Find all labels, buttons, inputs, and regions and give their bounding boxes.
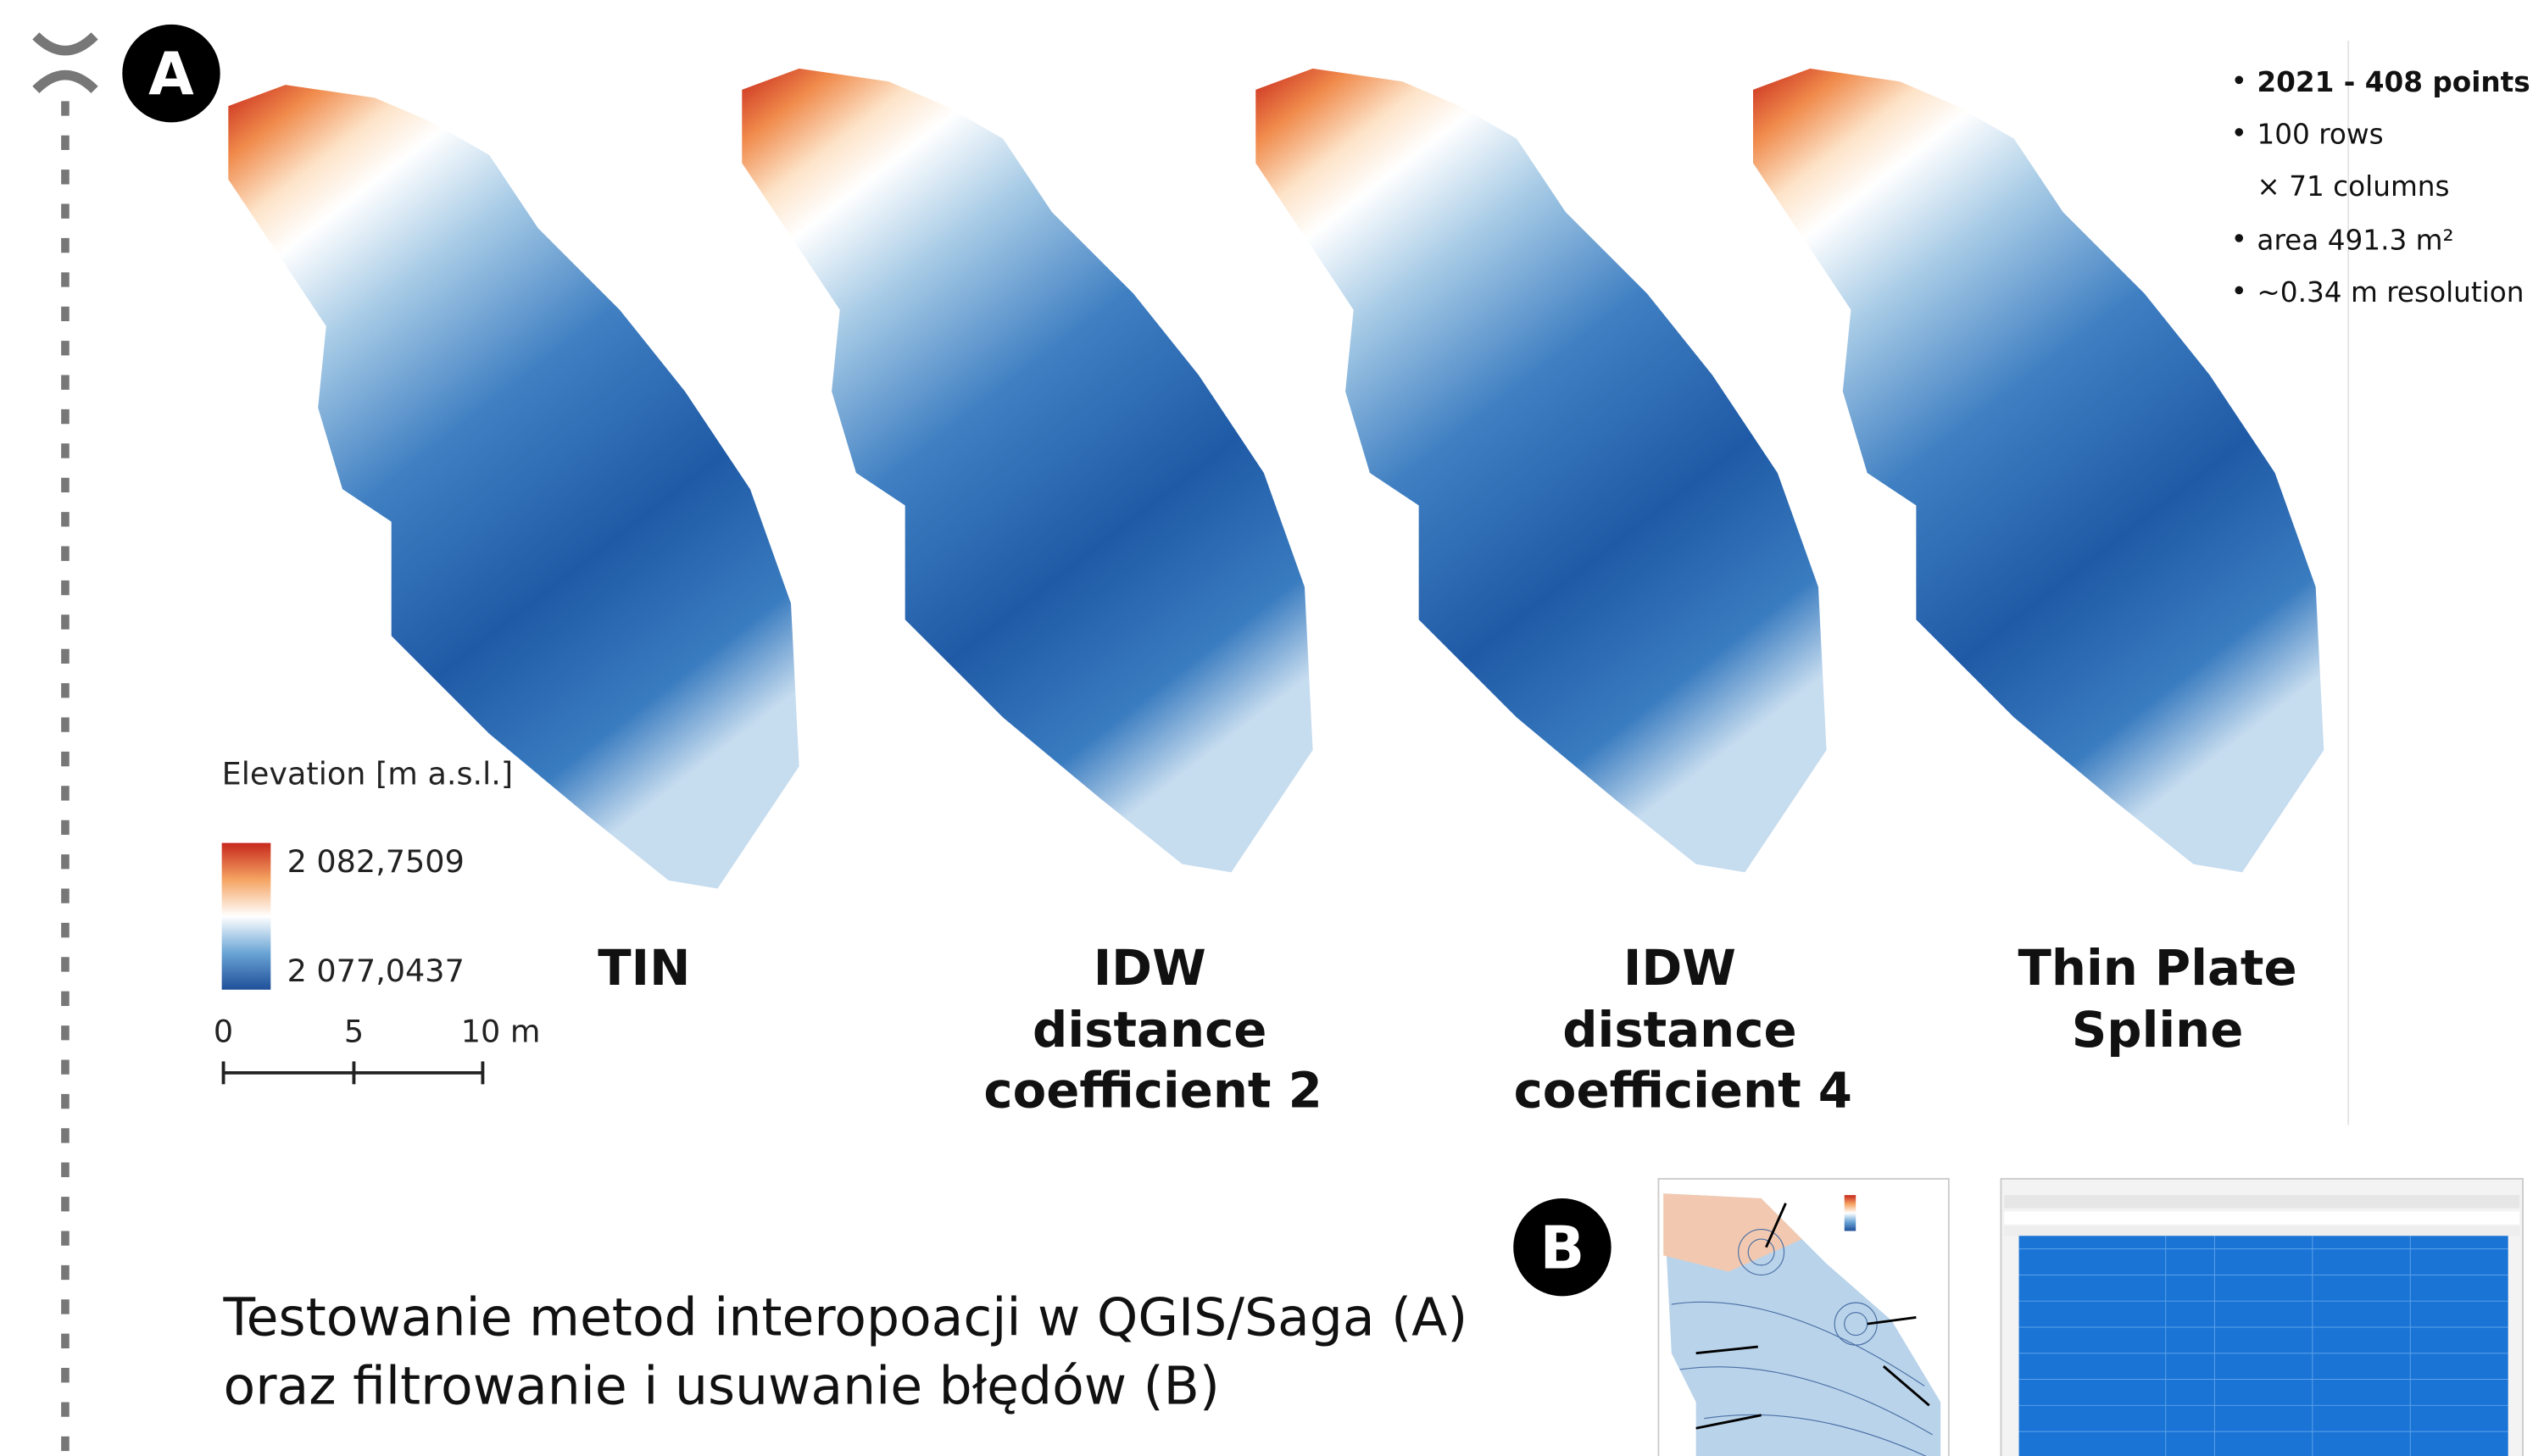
caption: oraz filtrowanie i usuwanie błędów (B) [224, 1355, 1220, 1416]
panel-title: coefficient 2 [983, 1061, 1322, 1119]
legend-title: Elevation [m a.s.l.] [222, 755, 514, 792]
info-item: ~0.34 m resolution [2257, 276, 2524, 308]
legend-bar [222, 843, 271, 990]
panel-title: Thin Plate [2018, 939, 2297, 997]
slide: A Elevation [m a.s.l.] 2 082,7509 2 077,… [0, 0, 2544, 1456]
map [1753, 69, 2324, 872]
info-item: area 491.3 m² [2257, 224, 2453, 256]
info-item: × 71 columns [2257, 170, 2449, 203]
table-thumbnail [2001, 1179, 2523, 1456]
map [742, 69, 1312, 872]
info-item: 100 rows [2257, 118, 2383, 150]
rail-icon [36, 36, 94, 89]
panel-title: IDW [1623, 939, 1736, 997]
panel-title: IDW [1094, 939, 1206, 997]
contour-thumbnail [1658, 1179, 1948, 1456]
panel-title: coefficient 4 [1514, 1061, 1852, 1119]
maps [228, 69, 2324, 889]
scale-bar [224, 1061, 483, 1084]
panel-title: Spline [2072, 1001, 2244, 1059]
map [1255, 69, 1826, 872]
marker-a-label: A [148, 42, 194, 109]
marker-b-label: B [1540, 1215, 1585, 1283]
scale-label: 10 m [461, 1013, 541, 1049]
scale-label: 0 [214, 1013, 233, 1049]
panel-title: TIN [598, 939, 690, 997]
info-list [2235, 76, 2243, 295]
scale-label: 5 [344, 1013, 364, 1049]
caption: Testowanie metod interopoacji w QGIS/Sag… [223, 1287, 1468, 1348]
panel-title: distance [1562, 1001, 1796, 1059]
panel-title: distance [1033, 1001, 1266, 1059]
legend-max: 2 082,7509 [287, 843, 465, 880]
legend-min: 2 077,0437 [287, 953, 465, 989]
info-item: 2021 - 408 points [2257, 66, 2530, 98]
